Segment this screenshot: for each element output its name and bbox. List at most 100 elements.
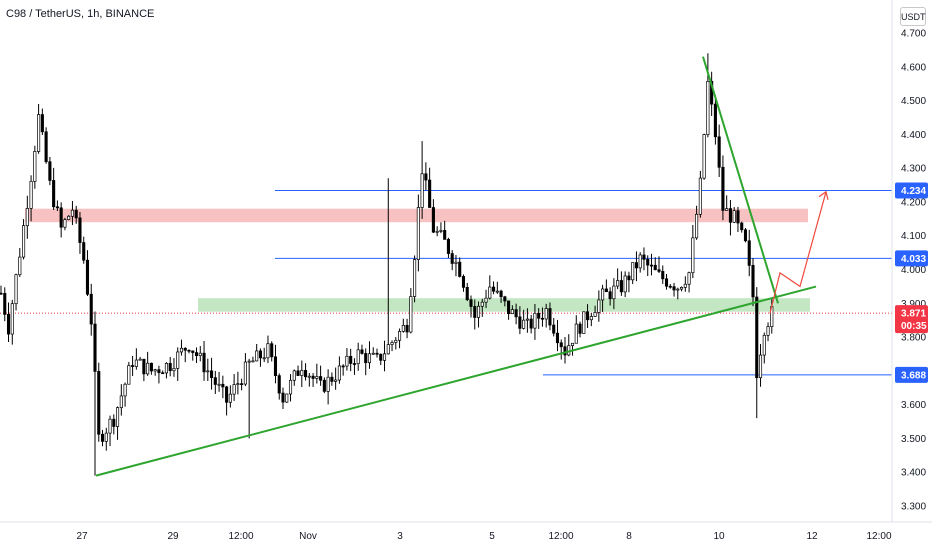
descending-trendline — [702, 56, 779, 304]
time-tick-label: 12:00 — [548, 531, 573, 542]
price-tick-label: 3.900 — [901, 299, 926, 310]
candle-body — [104, 432, 108, 442]
candle-body — [676, 288, 680, 291]
candle-body — [198, 352, 202, 357]
candle-body — [240, 383, 244, 385]
candle-body — [172, 368, 176, 372]
price-tick-label: 3.300 — [901, 502, 926, 513]
currency-button[interactable]: USDT — [900, 7, 926, 26]
candle-body — [465, 286, 469, 301]
candle-body — [510, 309, 514, 315]
candle-body — [119, 395, 123, 409]
candle-body — [680, 286, 684, 290]
last-price-tag — [895, 305, 928, 334]
candle-body — [285, 393, 289, 403]
candle-body — [232, 384, 236, 395]
time-tick-label: 12:00 — [866, 531, 891, 542]
candle-body — [330, 376, 334, 382]
price-tick-label: 4.700 — [901, 29, 926, 40]
candle-body — [356, 349, 360, 365]
candle-body — [349, 355, 353, 364]
candle-body — [352, 363, 356, 365]
candle-body — [649, 264, 654, 267]
candle-body — [18, 256, 22, 276]
candle-body — [379, 353, 383, 361]
candle-body — [116, 407, 120, 427]
candle-body — [758, 354, 763, 379]
candle-body — [563, 346, 567, 356]
candle-body — [469, 299, 473, 307]
candle-body — [131, 365, 135, 367]
candle-body — [315, 376, 319, 379]
candle-body — [461, 276, 466, 288]
last-price-value: 3.871 — [901, 309, 926, 320]
candle-body — [6, 314, 11, 335]
candle-body — [631, 262, 635, 281]
candle-body — [292, 370, 296, 381]
time-tick-label: 12:00 — [228, 531, 253, 542]
level-price-tag — [895, 182, 928, 199]
candle-body — [360, 349, 364, 354]
candle-body — [187, 349, 191, 352]
candle-body — [37, 114, 41, 152]
price-tick-label: 4.500 — [901, 96, 926, 107]
candle-body — [518, 316, 522, 329]
candle-body — [55, 206, 59, 209]
candle-body — [179, 347, 184, 353]
candle-body — [0, 292, 3, 295]
candle-body — [304, 370, 308, 378]
candle-body — [228, 393, 232, 403]
candle-body — [725, 208, 729, 211]
candle-body — [85, 259, 90, 295]
candle-body — [736, 210, 740, 224]
candle-body — [217, 383, 221, 386]
projection-arrowhead — [818, 190, 829, 200]
candle-body — [89, 293, 93, 325]
candle-body — [717, 136, 721, 168]
candle-body — [319, 376, 323, 381]
candle-body — [157, 369, 161, 374]
candle-body — [123, 383, 127, 397]
candle-body — [454, 261, 458, 264]
candle-body — [273, 356, 278, 376]
candle-body — [386, 344, 390, 355]
candle-body — [713, 103, 717, 138]
time-axis[interactable]: 27 29 12:00 Nov 3 5 12:00 8 10 12 12:00 — [76, 531, 892, 542]
price-tick-label: 4.600 — [901, 62, 926, 73]
candle-body — [480, 301, 484, 307]
candle-body — [288, 379, 293, 395]
candle-body — [428, 179, 432, 208]
levels-layer — [0, 189, 892, 376]
candle-body — [59, 207, 63, 228]
price-tick-label: 3.600 — [901, 400, 926, 411]
time-tick-label: 10 — [713, 531, 725, 542]
candle-body — [668, 285, 672, 288]
level-price-tag-label: 4.033 — [901, 254, 926, 265]
candle-body — [206, 370, 210, 373]
candle-body — [255, 350, 259, 362]
candle-body — [552, 324, 556, 334]
candle-body — [300, 370, 304, 376]
candle-body — [702, 134, 706, 179]
candle-body — [14, 274, 18, 305]
price-tick-label: 3.500 — [901, 434, 926, 445]
candle-body — [161, 372, 165, 375]
candle-body — [3, 292, 7, 315]
candle-body — [446, 239, 450, 254]
candle-body — [586, 311, 590, 321]
price-axis[interactable]: 3.3003.4003.5003.6003.7003.8003.9004.000… — [901, 29, 926, 513]
candle-body — [522, 319, 526, 329]
candle-body — [337, 365, 341, 381]
candle-body — [409, 296, 413, 333]
candle-body — [424, 173, 428, 181]
candle-body — [492, 286, 496, 292]
bar-countdown: 00:35 — [901, 321, 927, 332]
candle-body — [710, 81, 714, 105]
candle-body — [443, 230, 447, 240]
candle-body — [672, 286, 676, 291]
candle-body — [311, 375, 315, 379]
candle-body — [164, 363, 168, 374]
